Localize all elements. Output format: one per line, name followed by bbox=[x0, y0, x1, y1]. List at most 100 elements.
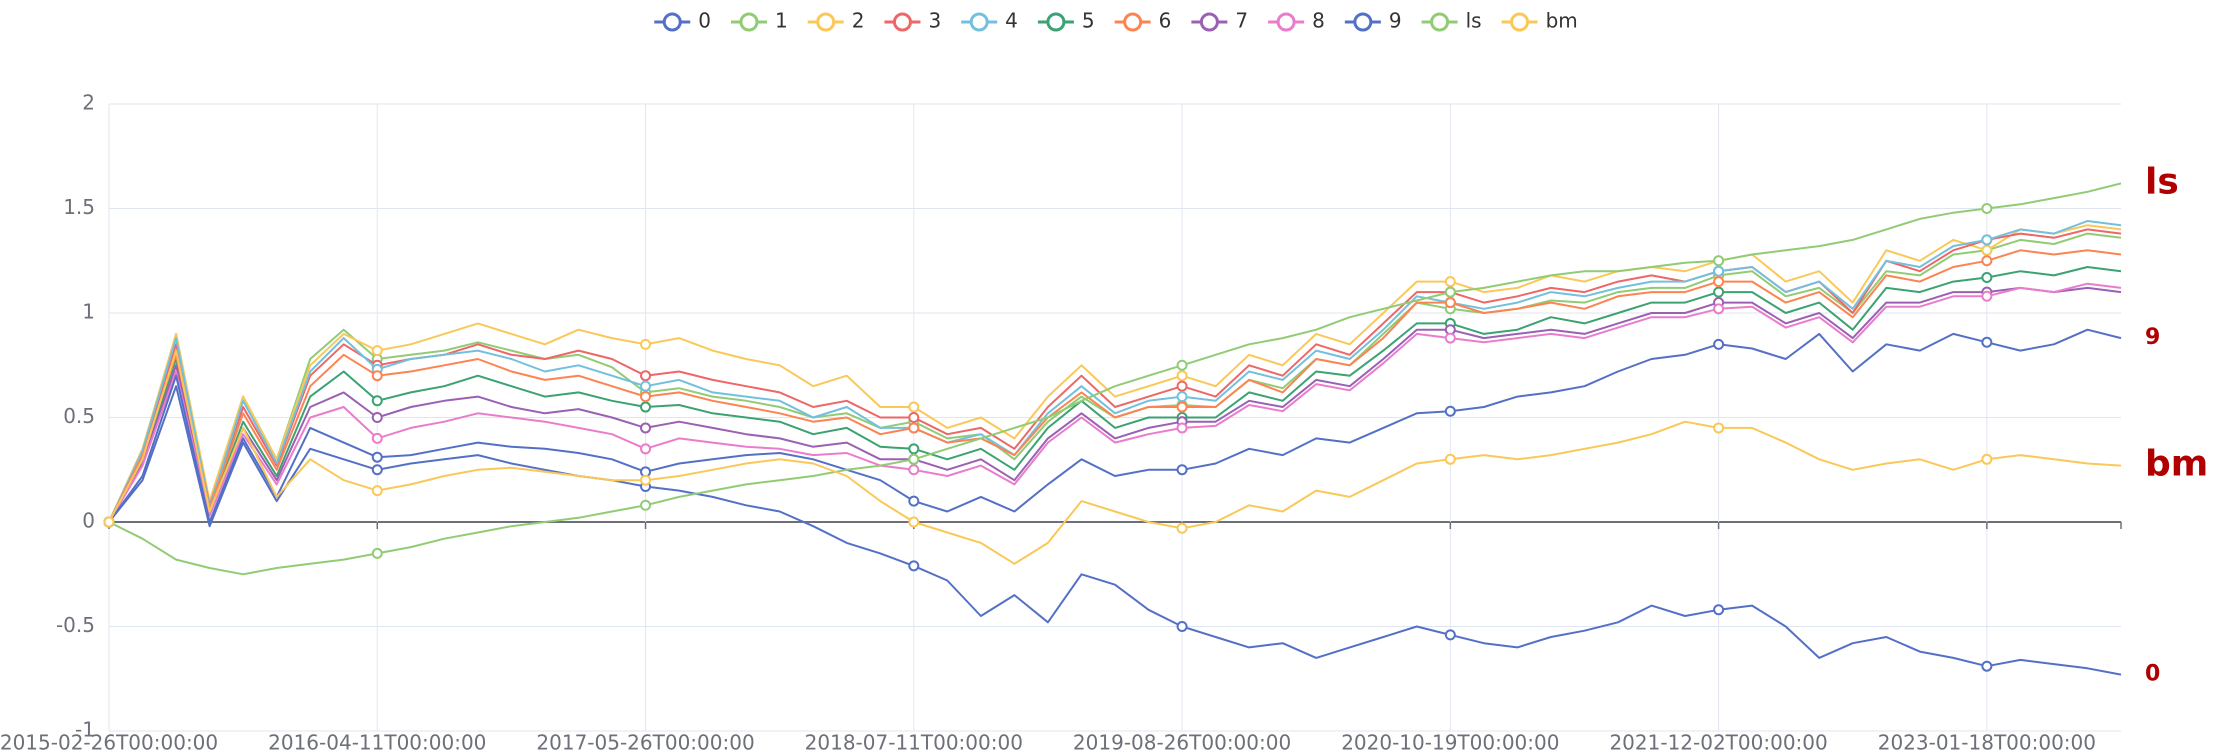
y-tick-label: -0.5 bbox=[56, 613, 95, 637]
point-marker bbox=[1981, 255, 1993, 267]
legend-icon-marker bbox=[1276, 12, 1296, 32]
legend-label: 8 bbox=[1312, 9, 1325, 33]
series-line bbox=[108, 282, 2122, 523]
legend-item: 7 bbox=[1191, 9, 1248, 33]
point-marker bbox=[1176, 464, 1188, 476]
point-marker bbox=[371, 395, 383, 407]
y-tick-label: 1 bbox=[82, 300, 95, 324]
x-tick-label: 2021-12-02T00:00:00 bbox=[1609, 731, 1827, 755]
x-tick-label: 2016-04-11T00:00:00 bbox=[268, 731, 486, 755]
point-marker bbox=[640, 380, 652, 392]
legend-label: 4 bbox=[1005, 9, 1018, 33]
legend-item: 6 bbox=[1114, 9, 1172, 33]
legend-item: 9 bbox=[1344, 9, 1402, 33]
series-line bbox=[108, 182, 2122, 576]
point-marker bbox=[1713, 422, 1725, 434]
series-line bbox=[108, 328, 2122, 523]
point-marker bbox=[1176, 380, 1188, 392]
point-marker bbox=[908, 495, 920, 507]
point-marker bbox=[640, 370, 652, 382]
point-marker bbox=[1713, 604, 1725, 616]
point-marker bbox=[1981, 271, 1993, 283]
point-marker bbox=[1176, 391, 1188, 403]
y-tick-label: 2 bbox=[82, 91, 95, 115]
legend-icon-marker bbox=[1199, 12, 1219, 32]
point-marker bbox=[1981, 234, 1993, 246]
point-marker bbox=[1176, 370, 1188, 382]
point-marker bbox=[1981, 660, 1993, 672]
point-marker bbox=[1176, 621, 1188, 632]
legend-label: 2 bbox=[852, 9, 865, 33]
point-marker bbox=[1981, 203, 1993, 214]
legend-item: 8 bbox=[1268, 9, 1325, 33]
point-marker bbox=[1713, 303, 1725, 315]
legend-label: 6 bbox=[1159, 9, 1172, 33]
legend-label: 5 bbox=[1082, 9, 1095, 33]
point-marker bbox=[371, 412, 383, 423]
legend-label: 3 bbox=[928, 9, 941, 33]
legend-item: 5 bbox=[1037, 9, 1095, 33]
end-label: 9 bbox=[2145, 325, 2160, 350]
legend: 0 1 2 3 4 5 6 7 8 9 ls bm bbox=[654, 9, 1578, 33]
point-marker bbox=[908, 464, 920, 476]
point-marker bbox=[371, 451, 383, 463]
legend-label: ls bbox=[1466, 9, 1482, 33]
legend-item: 2 bbox=[807, 9, 865, 33]
point-marker bbox=[1981, 453, 1993, 465]
x-tick-label: 2023-01-18T00:00:00 bbox=[1878, 731, 2096, 755]
point-marker bbox=[908, 443, 920, 455]
legend-item: 3 bbox=[884, 9, 941, 33]
legend-icon-marker bbox=[739, 12, 759, 32]
legend-label: 7 bbox=[1235, 9, 1248, 33]
legend-item: 1 bbox=[730, 9, 788, 33]
point-marker bbox=[371, 485, 383, 497]
legend-icon-marker bbox=[662, 12, 682, 32]
point-marker bbox=[1444, 629, 1456, 641]
legend-item: 4 bbox=[961, 9, 1018, 33]
series-line bbox=[108, 286, 2122, 523]
point-marker bbox=[908, 401, 920, 413]
point-marker bbox=[640, 443, 652, 455]
point-marker bbox=[640, 391, 652, 403]
y-tick-label: -1 bbox=[75, 718, 95, 742]
point-marker bbox=[640, 338, 652, 350]
point-marker bbox=[1713, 276, 1725, 288]
point-marker bbox=[371, 432, 383, 444]
legend-item: bm bbox=[1501, 9, 1578, 33]
series-line bbox=[108, 220, 2122, 523]
x-tick-label: 2017-05-26T00:00:00 bbox=[536, 731, 754, 755]
point-marker bbox=[1981, 244, 1993, 256]
point-marker bbox=[1176, 401, 1188, 413]
legend-item: 0 bbox=[654, 9, 711, 33]
x-tick-label: 2015-02-26T00:00:00 bbox=[0, 731, 218, 755]
legend-icon-marker bbox=[969, 12, 989, 32]
end-label: bm bbox=[2145, 444, 2208, 485]
point-marker bbox=[640, 474, 652, 486]
point-marker bbox=[1176, 422, 1188, 434]
legend-label: bm bbox=[1546, 9, 1578, 33]
x-tick-label: 2020-10-19T00:00:00 bbox=[1341, 731, 1559, 755]
legend-icon-marker bbox=[1510, 12, 1530, 32]
series-line bbox=[108, 349, 2122, 565]
point-marker bbox=[908, 453, 920, 465]
point-marker bbox=[1444, 453, 1456, 465]
point-marker bbox=[1176, 359, 1188, 371]
point-marker bbox=[1713, 255, 1725, 267]
point-marker bbox=[1444, 276, 1456, 288]
y-tick-label: 0.5 bbox=[63, 404, 95, 428]
series-line bbox=[108, 228, 2122, 523]
point-marker bbox=[371, 547, 383, 559]
legend-icon-marker bbox=[1046, 12, 1066, 32]
point-marker bbox=[640, 499, 652, 511]
point-marker bbox=[1981, 290, 1993, 302]
point-marker bbox=[371, 370, 383, 382]
point-marker bbox=[908, 422, 920, 434]
series-line bbox=[108, 385, 2122, 676]
legend-icon-marker bbox=[1430, 12, 1450, 32]
end-label: 0 bbox=[2145, 662, 2160, 687]
point-marker bbox=[908, 412, 920, 423]
point-marker bbox=[1176, 522, 1188, 534]
x-tick-label: 2018-07-11T00:00:00 bbox=[805, 731, 1023, 755]
